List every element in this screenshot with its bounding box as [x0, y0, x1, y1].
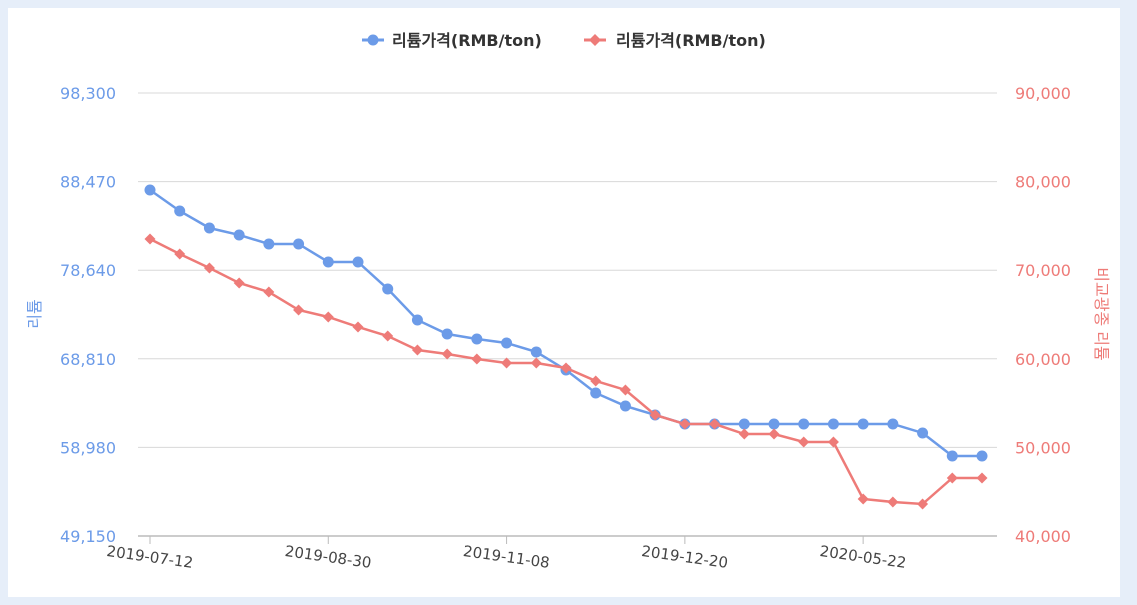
data-point	[649, 409, 661, 421]
left-tick-label: 78,640	[60, 261, 116, 280]
left-axis-ticks: 49,150 58,980 68,810 78,640 88,470 98,300	[60, 84, 116, 546]
x-tick-label: 2019-08-30	[284, 542, 373, 572]
data-point	[976, 450, 988, 462]
right-tick-label: 80,000	[1015, 173, 1071, 192]
legend: 리튬가격(RMB/ton) 리튬가격(RMB/ton)	[362, 31, 766, 50]
data-point	[560, 362, 572, 374]
data-point	[946, 450, 958, 462]
left-tick-label: 98,300	[60, 84, 116, 103]
data-point	[709, 418, 721, 430]
legend-item-1[interactable]: 리튬가격(RMB/ton)	[392, 31, 542, 50]
data-point	[263, 238, 275, 250]
right-tick-label: 60,000	[1015, 350, 1071, 369]
data-point	[441, 348, 453, 360]
left-axis-label: 리튬	[25, 299, 44, 328]
data-point	[857, 418, 869, 430]
data-point	[798, 436, 810, 448]
legend-marker-circle-icon	[367, 34, 379, 46]
right-tick-label: 90,000	[1015, 84, 1071, 103]
data-point	[887, 418, 899, 430]
data-point	[976, 472, 988, 484]
series-line	[149, 188, 982, 458]
data-point	[263, 286, 275, 298]
data-point	[144, 184, 156, 196]
data-point	[203, 222, 215, 234]
data-point	[441, 328, 453, 340]
x-axis-ticks: 2019-07-12 2019-08-30 2019-11-08 2019-12-20…	[105, 536, 907, 572]
data-point	[501, 337, 513, 349]
data-point	[590, 375, 602, 387]
data-point	[322, 311, 334, 323]
chart-panel	[8, 8, 1120, 597]
data-point	[857, 493, 869, 505]
data-point	[322, 256, 334, 268]
data-point	[590, 387, 602, 399]
data-point	[382, 283, 394, 295]
left-tick-label: 68,810	[60, 350, 116, 369]
data-point	[233, 229, 245, 241]
data-point	[679, 418, 691, 430]
data-point	[203, 262, 215, 274]
data-point	[738, 428, 750, 440]
data-point	[619, 400, 631, 412]
left-tick-label: 88,470	[60, 173, 116, 192]
data-point	[768, 428, 780, 440]
data-point	[738, 418, 750, 430]
data-point	[827, 418, 839, 430]
series-2	[144, 233, 988, 510]
data-point	[174, 248, 186, 260]
data-point	[174, 205, 186, 217]
series-lines	[144, 184, 988, 510]
data-point	[144, 233, 156, 245]
x-tick-label: 2019-12-20	[640, 542, 729, 572]
right-tick-label: 50,000	[1015, 438, 1071, 457]
data-point	[530, 346, 542, 358]
data-point	[530, 357, 542, 369]
x-tick-label: 2019-11-08	[462, 542, 551, 572]
right-tick-label: 70,000	[1015, 261, 1071, 280]
grid	[138, 92, 997, 537]
left-tick-label: 49,150	[60, 527, 116, 546]
series-1	[144, 184, 988, 462]
data-point	[352, 256, 364, 268]
data-point	[293, 238, 305, 250]
data-point	[619, 384, 631, 396]
data-point	[887, 496, 899, 508]
data-point	[352, 321, 364, 333]
data-point	[382, 330, 394, 342]
right-axis-ticks: 40,000 50,000 60,000 70,000 80,000 90,000	[1015, 84, 1071, 546]
data-point	[917, 427, 929, 439]
legend-marker-diamond-icon	[589, 34, 601, 46]
data-point	[501, 357, 513, 369]
right-tick-label: 40,000	[1015, 527, 1071, 546]
data-point	[293, 304, 305, 316]
x-tick-label: 2020-05-22	[819, 542, 908, 572]
data-point	[411, 314, 423, 326]
data-point	[411, 344, 423, 356]
data-point	[233, 277, 245, 289]
data-point	[471, 353, 483, 365]
data-point	[471, 333, 483, 345]
data-point	[798, 418, 810, 430]
data-point	[768, 418, 780, 430]
left-tick-label: 58,980	[60, 438, 116, 457]
legend-item-2[interactable]: 리튬가격(RMB/ton)	[616, 31, 766, 50]
data-point	[946, 472, 958, 484]
data-point	[827, 436, 839, 448]
right-axis-label: 비교광종 리튬	[1092, 267, 1111, 360]
x-tick-label: 2019-07-12	[105, 542, 194, 572]
data-point	[917, 498, 929, 510]
